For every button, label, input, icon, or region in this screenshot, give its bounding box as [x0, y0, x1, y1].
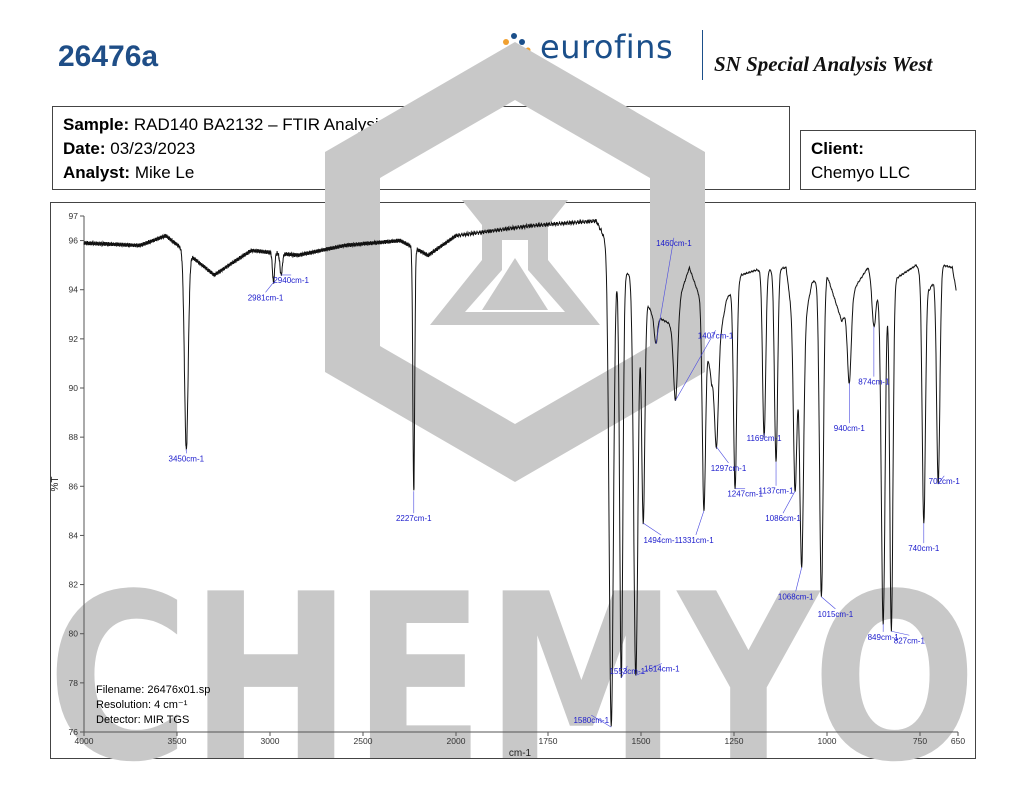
peak-label: 1514cm-1	[644, 664, 680, 673]
analyst-value: Mike Le	[134, 163, 195, 182]
peak-label: 1086cm-1	[765, 514, 801, 523]
y-tick-label: 76	[69, 727, 79, 737]
x-tick-label: 750	[913, 736, 927, 746]
y-tick-label: 86	[69, 481, 79, 491]
peak-label: 940cm-1	[834, 424, 866, 433]
peak-label: 1297cm-1	[711, 464, 747, 473]
peak-leader	[937, 475, 945, 485]
peak-label: 1169cm-1	[747, 434, 783, 443]
y-tick-label: 78	[69, 678, 79, 688]
sample-line: Sample: RAD140 BA2132 – FTIR Analysis	[63, 115, 387, 135]
peak-leader	[591, 714, 612, 728]
x-tick-label: 3000	[261, 736, 280, 746]
eurofins-logo-text: eurofins	[540, 28, 674, 66]
spectrum-line	[83, 218, 957, 727]
peak-leader	[782, 491, 796, 514]
peak-label: 1407cm-1	[698, 331, 734, 340]
peak-label: 2940cm-1	[273, 276, 309, 285]
peak-leader	[265, 282, 274, 293]
peak-leader	[675, 330, 716, 401]
resolution-note: Resolution: 4 cm⁻¹	[96, 699, 188, 711]
peak-label: 3450cm-1	[169, 454, 205, 463]
y-tick-label: 88	[69, 432, 79, 442]
y-tick-label: 82	[69, 580, 79, 590]
analyst-line: Analyst: Mike Le	[63, 163, 194, 183]
peak-label: 1494cm-1	[643, 536, 679, 545]
y-tick-label: 94	[69, 285, 79, 295]
peak-label: 1137cm-1	[759, 487, 795, 496]
peak-label: 1460cm-1	[656, 239, 692, 248]
peak-leader	[716, 446, 729, 464]
peak-label: 702cm-1	[929, 477, 961, 486]
peak-label: 740cm-1	[908, 544, 940, 553]
filename-note: Filename: 26476x01.sp	[96, 684, 211, 696]
date-value: 03/23/2023	[110, 139, 196, 158]
analyst-label: Analyst:	[63, 163, 131, 182]
peak-label: 1068cm-1	[778, 592, 814, 601]
date-line: Date: 03/23/2023	[63, 139, 195, 159]
peak-label: 874cm-1	[858, 378, 890, 387]
client-box: Client: Chemyo LLC	[800, 130, 976, 190]
peak-leader	[635, 663, 662, 676]
peak-leader	[695, 510, 705, 535]
date-label: Date:	[63, 139, 106, 158]
watermark: CHEMYO	[47, 42, 977, 791]
x-axis-label: cm-1	[509, 748, 532, 759]
y-tick-label: 92	[69, 334, 79, 344]
axes: 4000 3500 3000 2500 2000 1750 1500 1250 1000 750 6…	[69, 211, 966, 746]
peak-labels: 3450cm-1 2981cm-1 2940cm-1 2227cm-1 1580cm-1…	[169, 237, 961, 728]
y-axis-label: %T	[50, 477, 61, 492]
x-tick-label: 650	[951, 736, 965, 746]
document-id: 26476a	[58, 40, 159, 73]
x-tick-label: 1500	[632, 736, 651, 746]
acquisition-notes: Filename: 26476x01.sp Resolution: 4 cm⁻¹…	[96, 683, 210, 728]
sample-value: RAD140 BA2132 – FTIR Analysis	[133, 115, 388, 134]
watermark-flask-inner	[482, 258, 548, 310]
client-value: Chemyo LLC	[811, 163, 911, 182]
peak-leader	[821, 596, 836, 610]
watermark-hexagon	[325, 42, 705, 482]
header-divider	[702, 30, 703, 80]
client-label: Client:	[811, 139, 864, 158]
sample-label: Sample:	[63, 115, 130, 134]
peak-leader	[621, 665, 628, 679]
x-tick-label: 2500	[354, 736, 373, 746]
peak-leader	[795, 567, 802, 592]
peak-label: 827cm-1	[894, 636, 926, 645]
detector-note: Detector: MIR TGS	[96, 714, 190, 726]
x-tick-label: 2000	[447, 736, 466, 746]
peak-label: 849cm-1	[868, 633, 900, 642]
peak-label: 1331cm-1	[678, 536, 714, 545]
peak-label: 2227cm-1	[396, 514, 432, 523]
x-tick-label: 1000	[818, 736, 837, 746]
peak-label: 1580cm-1	[573, 716, 609, 725]
peak-label: 1247cm-1	[727, 490, 763, 499]
lab-name: SN Special Analysis West	[714, 52, 933, 76]
y-tick-label: 84	[69, 530, 79, 540]
x-tick-label: 1250	[725, 736, 744, 746]
peak-label: 1553cm-1	[609, 667, 645, 676]
y-tick-label: 80	[69, 629, 79, 639]
peak-leader	[891, 630, 910, 636]
y-tick-label: 96	[69, 236, 79, 246]
peak-leader	[655, 237, 675, 344]
y-tick-label: 97	[69, 211, 79, 221]
x-tick-label: 1750	[539, 736, 558, 746]
peak-label: 2981cm-1	[248, 293, 284, 302]
x-tick-label: 4000	[75, 736, 94, 746]
peak-leader	[643, 522, 662, 536]
peak-label: 1015cm-1	[818, 610, 854, 619]
y-tick-label: 90	[69, 383, 79, 393]
x-tick-label: 3500	[168, 736, 187, 746]
